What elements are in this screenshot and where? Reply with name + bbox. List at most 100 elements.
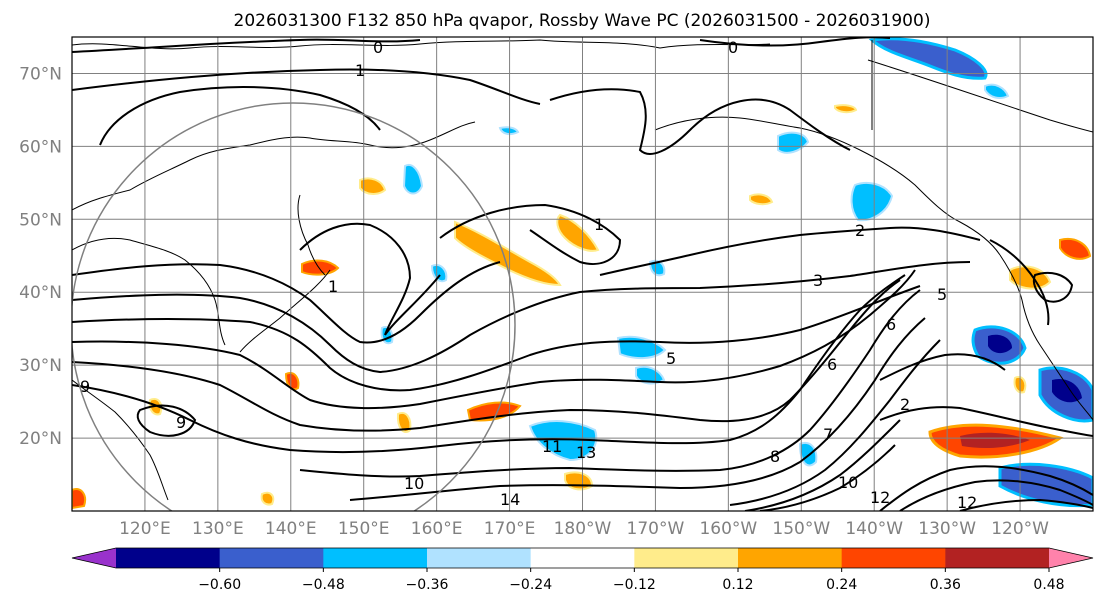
colorbar-tick-label: 0.36: [930, 577, 961, 593]
colorbar-segment: [634, 548, 739, 568]
contour-9: [136, 404, 197, 437]
contour-label: 7: [823, 425, 833, 444]
contour-5: [72, 285, 921, 392]
negative-anomaly-small-5: [984, 83, 1010, 99]
colorbar-extend-high: [1049, 548, 1093, 568]
contour-east-2: [899, 479, 1093, 511]
contour-6: [72, 269, 916, 410]
lon-tick-label: 180°W: [554, 519, 612, 539]
lon-tick-label: 130°E: [192, 519, 244, 539]
contour-10: [299, 289, 921, 478]
contour-label: 0: [373, 38, 383, 57]
contour-8: [72, 274, 906, 454]
contour-label: 10: [404, 474, 424, 493]
lon-tick-label: 170°W: [627, 519, 685, 539]
colorbar-segment: [945, 548, 1050, 568]
contour-label-group: 0 0 1 1 1 2 3 5 6 7 8 9 10 10 11 12 12 1…: [80, 38, 977, 512]
positive-anomaly-east-subtropics-core: [960, 432, 1030, 448]
map-panel: 0 0 1 1 1 2 3 5 6 7 8 9 10 10 11 12 12 1…: [72, 37, 1093, 512]
contour-label: 14: [500, 490, 520, 509]
colorbar-extend-low: [72, 548, 116, 568]
contour-east-6: [989, 239, 1050, 326]
latitude-tick-labels: 70°N 60°N 50°N 40°N 30°N 20°N: [19, 64, 62, 449]
contour-1-trough: [299, 222, 441, 336]
colorbar-tick-label: −0.48: [302, 577, 345, 593]
lon-tick-label: 120°W: [991, 519, 1049, 539]
lon-tick-label: 140°E: [265, 519, 317, 539]
contour-label: 9: [176, 413, 186, 432]
positive-anomaly-central-pacific: [466, 401, 522, 422]
negative-anomaly-west-coast-core: [988, 334, 1012, 354]
contour-label: 6: [827, 355, 837, 374]
contour-1-east: [549, 88, 851, 155]
negative-anomaly-alaska-gulf: [850, 181, 894, 222]
colorbar: −0.60 −0.48 −0.36 −0.24 −0.12 0.12 0.24 0.36 0.4…: [71, 547, 1094, 593]
contour-label: 10: [838, 473, 858, 492]
negative-anomaly-tropics: [528, 420, 598, 462]
colorbar-segment: [738, 548, 843, 568]
contour-2: [72, 261, 501, 344]
colorbar-segment: [116, 548, 221, 568]
lon-tick-label: 150°E: [338, 519, 390, 539]
lon-tick-label: 130°W: [918, 519, 976, 539]
contour-label: 0: [728, 38, 738, 57]
positive-anomaly-south-japan: [284, 372, 300, 391]
positive-anomaly-gulf: [749, 193, 774, 206]
contour-label: 13: [576, 443, 596, 462]
contour-label: 12: [870, 488, 890, 507]
lat-tick-label: 20°N: [19, 429, 62, 449]
contour-13: [744, 419, 901, 511]
contour-east-3: [959, 498, 1093, 511]
negative-anomaly-small-1: [430, 264, 448, 283]
contour-label: 11: [542, 437, 562, 456]
colorbar-segment: [323, 548, 428, 568]
lat-tick-label: 70°N: [19, 64, 62, 84]
lon-tick-label: 120°E: [119, 519, 171, 539]
contour-label: 1: [355, 61, 365, 80]
negative-anomaly-arctic: [868, 37, 988, 80]
contour-0-north: [72, 38, 421, 53]
positive-anomaly-west-pacific: [396, 412, 412, 433]
colorbar-tick-label: −0.36: [406, 577, 449, 593]
contour-label: 1: [594, 215, 604, 234]
contour-label: 9: [80, 377, 90, 396]
negative-anomaly-kamchatka: [402, 164, 424, 195]
contour-label: 6: [886, 315, 896, 334]
colorbar-outline: [71, 547, 1094, 569]
colorbar-tick-label: −0.60: [198, 577, 241, 593]
positive-anomaly-pacific-streak: [454, 220, 562, 287]
contour-2-east: [599, 226, 981, 276]
colorbar-tick-label: 0.48: [1033, 577, 1064, 593]
map-frame: [71, 36, 1094, 512]
contour-east-5: [879, 353, 1006, 381]
lon-tick-label: 140°W: [845, 519, 903, 539]
contour-12: [729, 339, 941, 506]
colorbar-segment: [530, 548, 635, 568]
contour-label: 5: [937, 285, 947, 304]
lat-tick-label: 30°N: [19, 356, 62, 376]
contour-1-wave: [439, 203, 622, 265]
figure-title: 2026031300 F132 850 hPa qvapor, Rossby W…: [234, 11, 931, 31]
colorbar-tick-label: 0.24: [826, 577, 857, 593]
longitude-tick-labels: 120°E 130°E 140°E 150°E 160°E 170°E 180°W 170°W…: [119, 519, 1049, 539]
contour-3: [72, 261, 971, 374]
contour-east-1: [879, 465, 1093, 511]
positive-anomaly-small-2: [72, 488, 86, 510]
contour-7: [72, 279, 901, 432]
contour-label: 3: [813, 271, 823, 290]
lat-tick-label: 50°N: [19, 210, 62, 230]
contour-label: 2: [900, 395, 910, 414]
contour-label: 12: [957, 493, 977, 512]
negative-anomaly-east-tropics: [998, 462, 1093, 508]
lat-tick-label: 40°N: [19, 283, 62, 303]
contour-label: 5: [666, 349, 676, 368]
contour-east-4: [879, 406, 1093, 437]
lon-tick-label: 170°E: [484, 519, 536, 539]
colorbar-segment: [841, 548, 946, 568]
negative-anomaly-small-2: [648, 259, 666, 277]
colorbar-tick-label: −0.24: [509, 577, 552, 593]
contours: [72, 37, 1093, 511]
negative-anomaly-central-pacific-2: [635, 365, 666, 385]
negative-anomaly-alaska-coast: [777, 131, 810, 154]
